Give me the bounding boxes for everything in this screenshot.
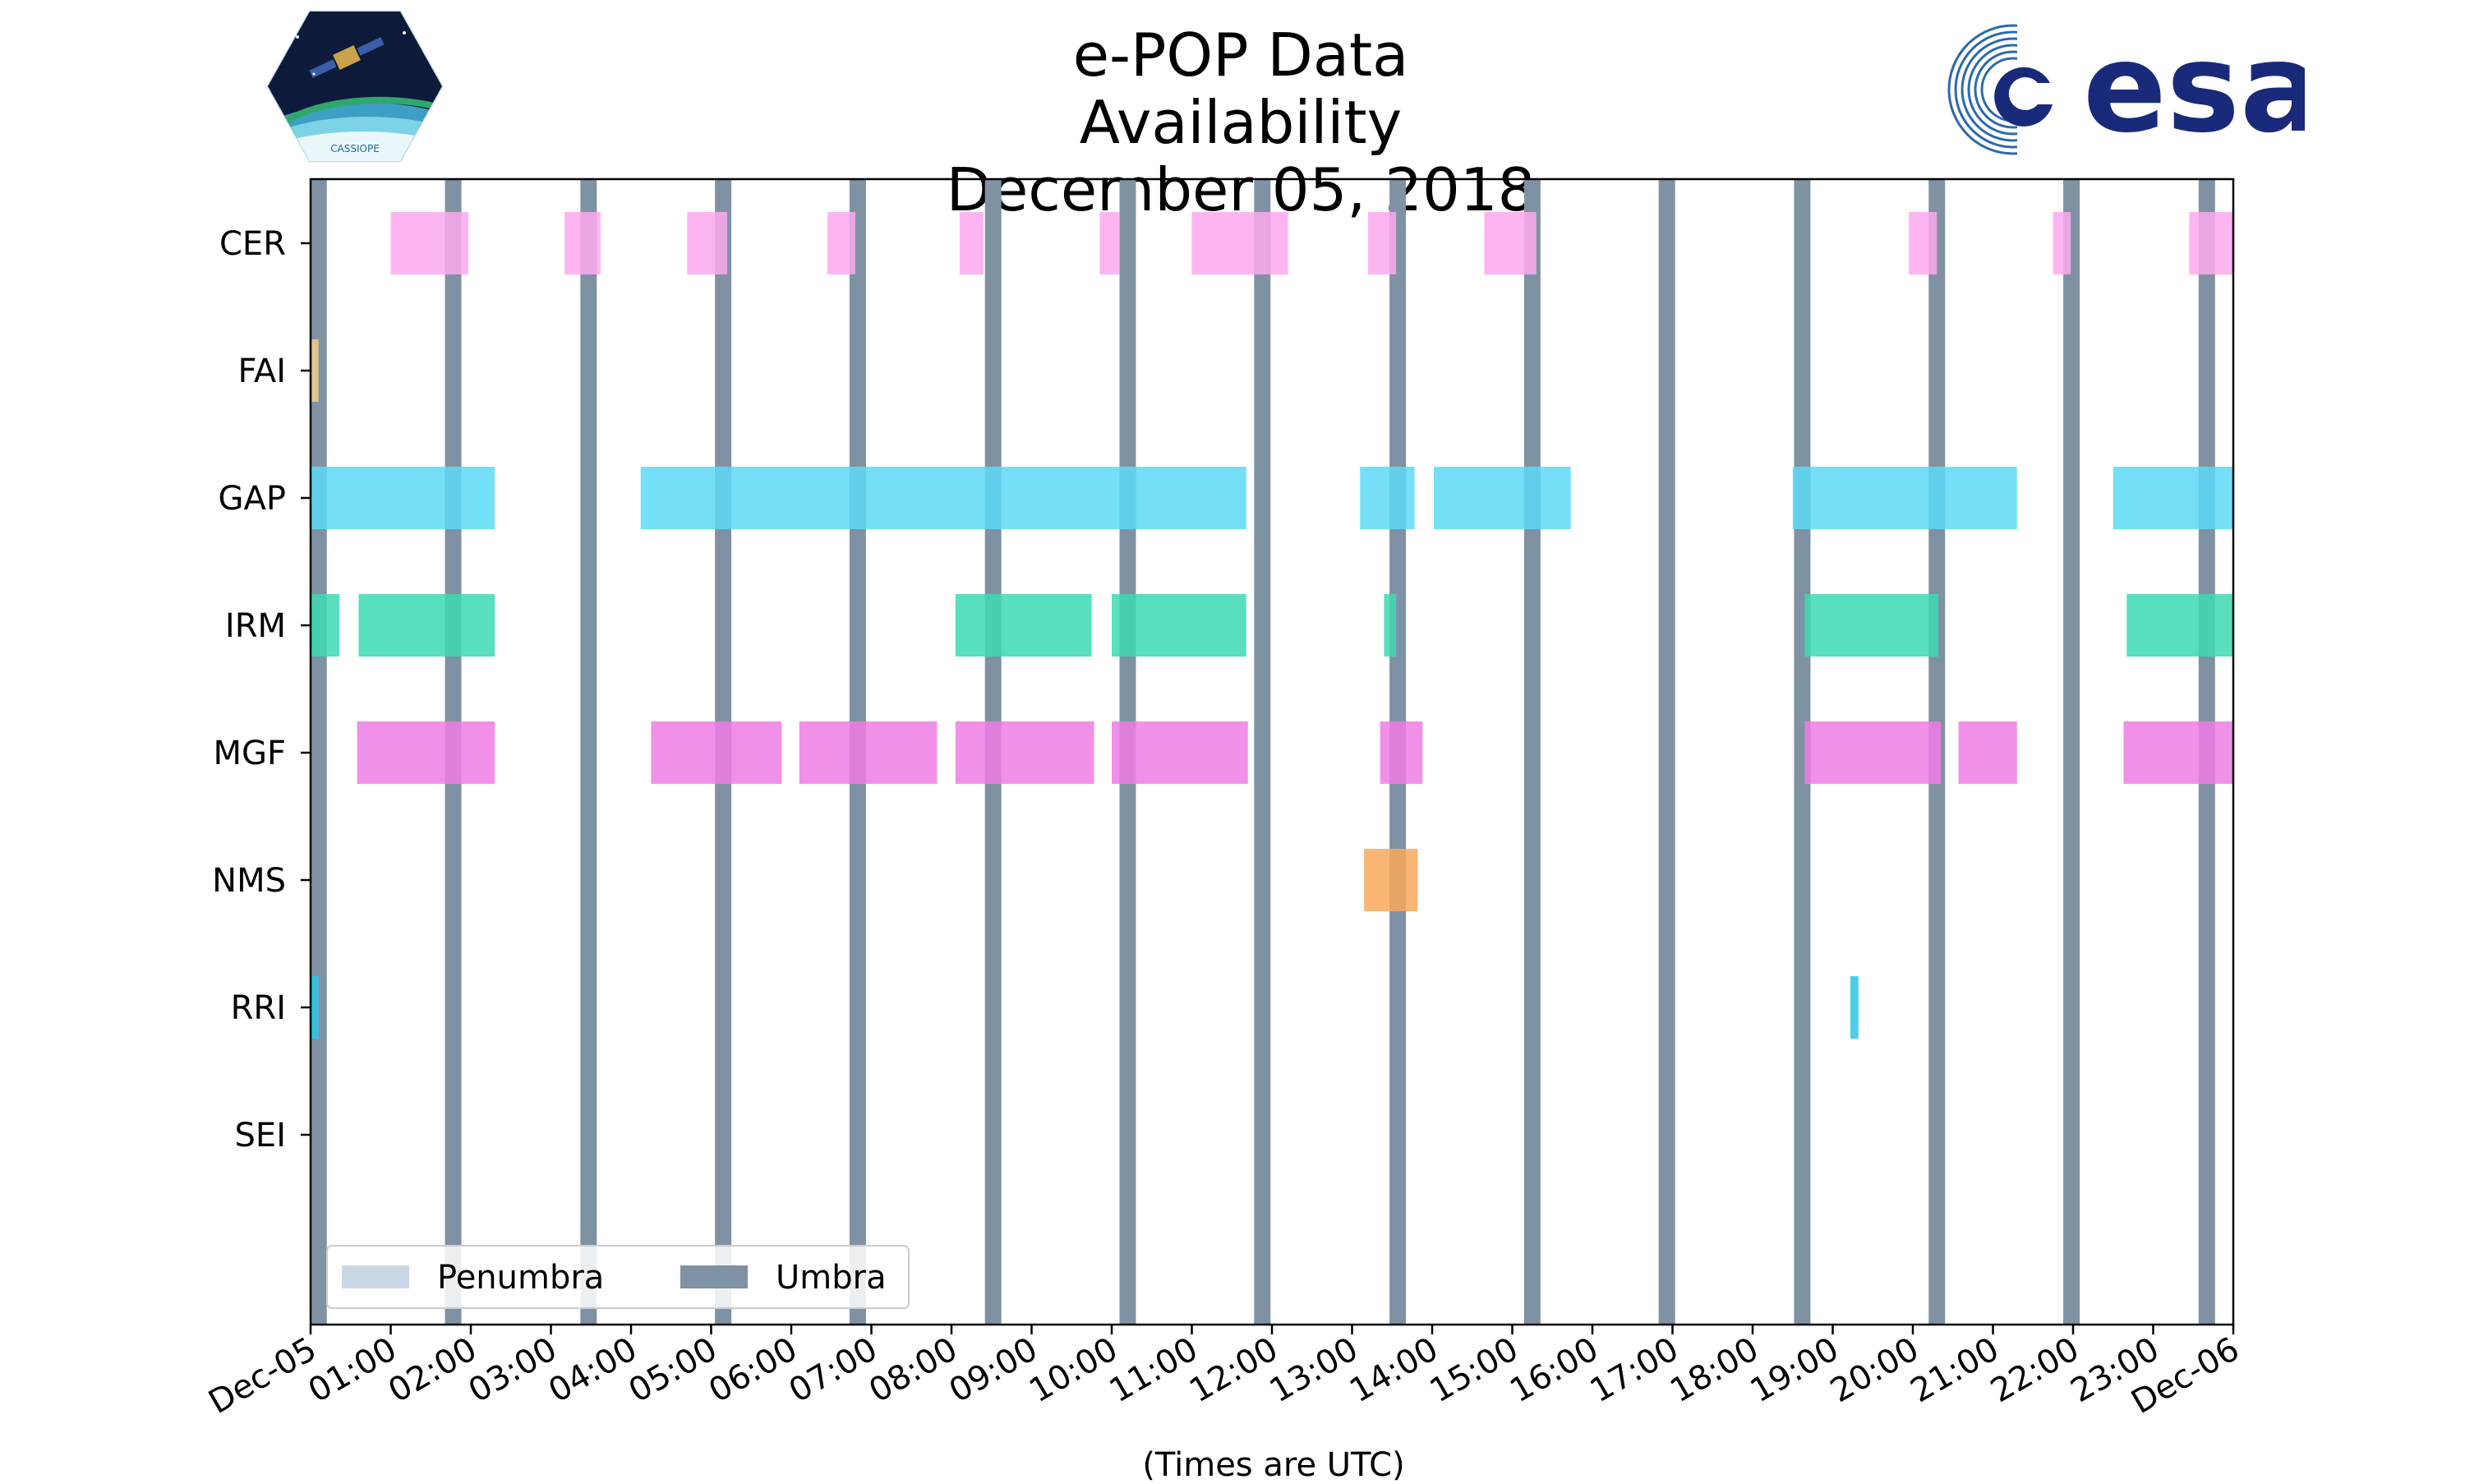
data-bar-mgf xyxy=(1380,721,1423,784)
data-bar-nms xyxy=(1364,849,1418,911)
data-bar-gap xyxy=(1433,467,1571,529)
data-bar-rri xyxy=(311,976,319,1039)
x-tick-label: 12:00 xyxy=(1183,1330,1284,1410)
umbra-stripe xyxy=(1254,179,1271,1325)
x-tick-label: 15:00 xyxy=(1424,1330,1525,1410)
data-bar-irm xyxy=(1804,594,1939,657)
data-bar-cer xyxy=(390,212,469,274)
y-tick-label: MGF xyxy=(213,735,286,772)
data-bar-cer xyxy=(1368,212,1397,274)
y-tick-label: GAP xyxy=(219,480,286,518)
x-tick-label: 18:00 xyxy=(1664,1330,1765,1410)
data-bar-mgf xyxy=(1112,721,1248,784)
x-tick-label: 13:00 xyxy=(1264,1330,1365,1410)
legend-label-umbra: Umbra xyxy=(776,1259,887,1297)
data-bar-fai xyxy=(311,339,319,402)
legend-box xyxy=(326,1245,910,1309)
data-bar-gap xyxy=(1360,467,1415,529)
y-tick-label: FAI xyxy=(238,353,287,390)
cassiope-logo-text: CASSIOPE xyxy=(330,143,380,154)
data-bar-mgf xyxy=(2123,721,2233,784)
x-tick-label: 20:00 xyxy=(1824,1330,1925,1410)
data-bar-cer xyxy=(2053,212,2071,274)
y-tick-label: RRI xyxy=(231,989,286,1027)
legend-label-penumbra: Penumbra xyxy=(437,1259,604,1297)
y-tick-label: NMS xyxy=(212,862,286,900)
data-bar-cer xyxy=(2189,212,2233,274)
data-bar-gap xyxy=(640,467,1246,529)
x-tick-label: 01:00 xyxy=(302,1330,403,1410)
data-bar-cer xyxy=(1909,212,1937,274)
data-bar-rri xyxy=(1850,976,1859,1039)
umbra-stripe xyxy=(1794,179,1811,1325)
data-bar-irm xyxy=(1112,594,1246,657)
data-bar-cer xyxy=(687,212,727,274)
x-tick-label: 05:00 xyxy=(623,1330,724,1410)
umbra-stripe xyxy=(580,179,597,1325)
x-tick-label: 03:00 xyxy=(463,1330,564,1410)
x-axis-label: (Times are UTC) xyxy=(1142,1446,1405,1484)
data-bar-mgf xyxy=(955,721,1094,784)
x-tick-label: 07:00 xyxy=(783,1330,884,1410)
x-tick-label: 08:00 xyxy=(863,1330,964,1410)
data-bar-cer xyxy=(1191,212,1288,274)
data-bar-gap xyxy=(1792,467,2017,529)
esa-logo: esa xyxy=(1943,17,2323,163)
y-tick-label: SEI xyxy=(235,1117,286,1154)
data-bar-gap xyxy=(2113,467,2233,529)
y-tick-label: CER xyxy=(219,225,286,263)
data-bar-irm xyxy=(358,594,495,657)
x-tick-label: 21:00 xyxy=(1905,1330,2006,1410)
data-bar-gap xyxy=(311,467,495,529)
data-bar-cer xyxy=(1099,212,1120,274)
umbra-stripe xyxy=(1523,179,1541,1325)
data-bar-irm xyxy=(1384,594,1397,657)
x-tick-label: 11:00 xyxy=(1103,1330,1205,1410)
data-bar-mgf xyxy=(1804,721,1942,784)
data-bar-mgf xyxy=(651,721,782,784)
data-bar-irm xyxy=(311,594,340,657)
legend-swatch-penumbra xyxy=(342,1265,409,1288)
esa-logo-text: esa xyxy=(2083,20,2305,159)
chart-title: e-POP Data Availability December 05, 201… xyxy=(904,21,1578,224)
x-tick-label: 16:00 xyxy=(1504,1330,1605,1410)
chart-title-line1: e-POP Data Availability xyxy=(1072,21,1409,157)
data-bar-irm xyxy=(955,594,1092,657)
data-bar-irm xyxy=(2126,594,2233,657)
x-tick-label: 02:00 xyxy=(382,1330,483,1410)
y-tick-label: IRM xyxy=(225,607,286,645)
umbra-stripe xyxy=(2063,179,2080,1325)
x-tick-label: 19:00 xyxy=(1744,1330,1845,1410)
legend-swatch-umbra xyxy=(680,1265,748,1288)
x-tick-label: 22:00 xyxy=(1984,1330,2085,1410)
x-tick-label: 17:00 xyxy=(1584,1330,1685,1410)
data-bar-cer xyxy=(959,212,984,274)
data-bar-mgf xyxy=(1958,721,2017,784)
data-bar-mgf xyxy=(799,721,938,784)
x-tick-label: 06:00 xyxy=(703,1330,804,1410)
umbra-stripe xyxy=(1658,179,1675,1325)
x-tick-label: 10:00 xyxy=(1023,1330,1124,1410)
data-bar-cer xyxy=(1484,212,1537,274)
x-tick-label: 04:00 xyxy=(542,1330,643,1410)
x-tick-label: 14:00 xyxy=(1343,1330,1444,1410)
x-tick-label: 09:00 xyxy=(943,1330,1044,1410)
data-bar-cer xyxy=(564,212,601,274)
cassiope-logo: CASSIOPE xyxy=(265,8,445,168)
data-bar-cer xyxy=(827,212,855,274)
data-bar-mgf xyxy=(357,721,495,784)
